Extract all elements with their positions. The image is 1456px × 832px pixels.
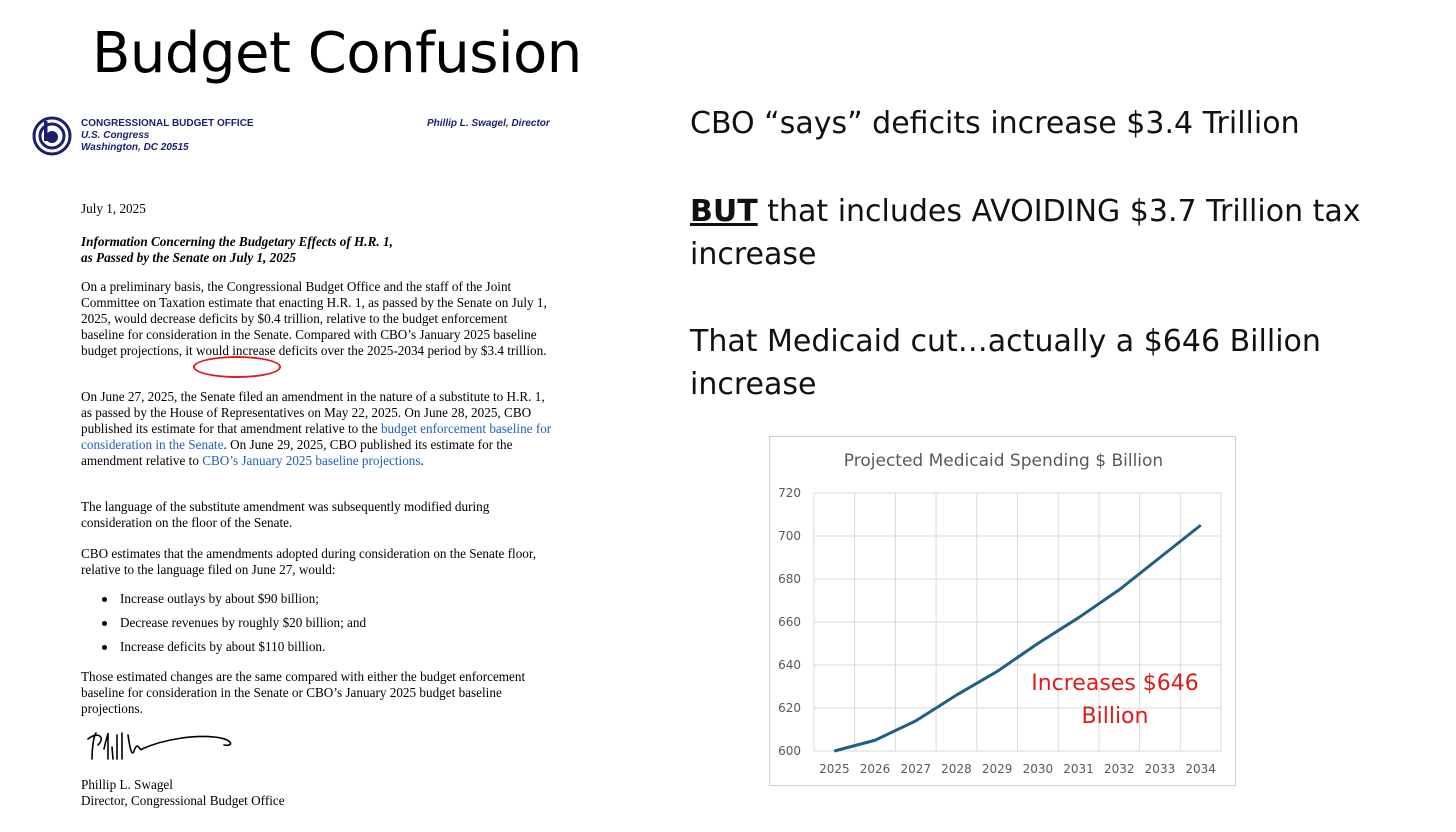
y-tick-label: 600 (778, 744, 801, 758)
y-tick-label: 720 (778, 486, 801, 500)
budget-baseline-link[interactable]: budget enforcement baseline for consider… (81, 421, 552, 452)
claim-tax-increase: BUT that includes AVOIDING $3.7 Trillion… (690, 190, 1410, 276)
para2-mid: . On June 29, 2025, CBO published its es… (81, 437, 513, 468)
slide-title: Budget Confusion (92, 21, 582, 86)
medicaid-chart: Projected Medicaid Spending $ Billion 60… (769, 436, 1236, 786)
data-point (1159, 557, 1161, 558)
letter-paragraph-4: CBO estimates that the amendments adopte… (81, 546, 537, 577)
data-point (955, 694, 957, 696)
list-item: Increase outlays by about $90 billion; (81, 591, 551, 615)
january-baseline-link[interactable]: CBO’s January 2025 baseline projections (202, 453, 421, 468)
claim-medicaid: That Medicaid cut…actually a $646 Billio… (690, 324, 1321, 402)
data-point (915, 720, 917, 722)
x-tick-label: 2032 (1104, 762, 1135, 776)
y-tick-label: 680 (778, 572, 801, 586)
cbo-letter: CONGRESSIONAL BUDGET OFFICE U.S. Congres… (30, 110, 560, 825)
y-tick-label: 640 (778, 658, 801, 672)
x-tick-label: 2031 (1063, 762, 1094, 776)
letter-paragraph-5: Those estimated changes are the same com… (81, 669, 526, 716)
highlight-circle (193, 356, 281, 378)
cbo-org-sub1: U.S. Congress (81, 130, 150, 141)
x-tick-label: 2027 (900, 762, 931, 776)
signature-image (87, 732, 232, 760)
letter-subject-line2: as Passed by the Senate on July 1, 2025 (81, 250, 297, 265)
y-tick-label: 620 (778, 701, 801, 715)
letter-paragraph-3: The language of the substitute amendment… (81, 499, 490, 530)
y-tick-label: 700 (778, 529, 801, 543)
letter-subject-line1: Information Concerning the Budgetary Eff… (81, 234, 393, 249)
data-point (874, 739, 876, 741)
chart-annotation-line2: Billion (1081, 704, 1149, 729)
cbo-logo-icon (32, 116, 72, 156)
x-tick-label: 2026 (860, 762, 891, 776)
chart-annotation-line1: Increases $646 (1031, 671, 1199, 696)
signer-name: Phillip L. Swagel (81, 777, 173, 792)
claim-but: BUT (690, 194, 758, 229)
cbo-header: CONGRESSIONAL BUDGET OFFICE U.S. Congres… (81, 118, 254, 154)
cbo-org-sub2: Washington, DC 20515 (81, 142, 189, 153)
letter-date: July 1, 2025 (81, 201, 146, 216)
list-item: Decrease revenues by roughly $20 billion… (81, 615, 551, 639)
letter-subject: Information Concerning the Budgetary Eff… (81, 234, 551, 266)
data-point (1037, 643, 1039, 644)
x-tick-label: 2028 (941, 762, 972, 776)
x-tick-label: 2034 (1185, 762, 1216, 776)
letter-paragraph-1: On a preliminary basis, the Congressiona… (81, 279, 547, 358)
x-tick-label: 2030 (1023, 762, 1054, 776)
chart-plot: 600 620 640 660 680 700 720 2025 2026 2027 2028 202… (778, 486, 1222, 776)
claim-deficits: CBO “says” deficits increase $3.4 Trilli… (690, 106, 1300, 141)
data-point (833, 750, 835, 752)
data-point (996, 670, 998, 672)
series-line (833, 524, 1202, 753)
data-point (1078, 617, 1080, 619)
para2-end: . (420, 453, 424, 468)
data-point (1118, 589, 1120, 591)
list-item: Increase deficits by about $110 billion. (81, 639, 551, 663)
x-tick-label: 2033 (1145, 762, 1176, 776)
cbo-org-name: CONGRESSIONAL BUDGET OFFICE (81, 118, 254, 129)
para2-start: On June 27, 2025, the Senate filed an am… (81, 389, 545, 436)
cbo-director-header: Phillip L. Swagel, Director (427, 118, 550, 129)
x-tick-label: 2025 (819, 762, 850, 776)
chart-title: Projected Medicaid Spending $ Billion (843, 451, 1164, 471)
claim-tax-rest: that includes AVOIDING $3.7 Trillion tax… (690, 194, 1361, 272)
y-tick-label: 660 (778, 615, 801, 629)
letter-bullets: Increase outlays by about $90 billion; D… (81, 591, 551, 663)
chart-annotation: Increases $646 Billion (1020, 667, 1210, 733)
x-tick-label: 2029 (982, 762, 1013, 776)
signer-title: Director, Congressional Budget Office (81, 793, 285, 808)
data-point (1200, 524, 1202, 526)
signer-block: Phillip L. Swagel Director, Congressiona… (81, 777, 285, 809)
letter-paragraph-2: On June 27, 2025, the Senate filed an am… (81, 389, 553, 469)
